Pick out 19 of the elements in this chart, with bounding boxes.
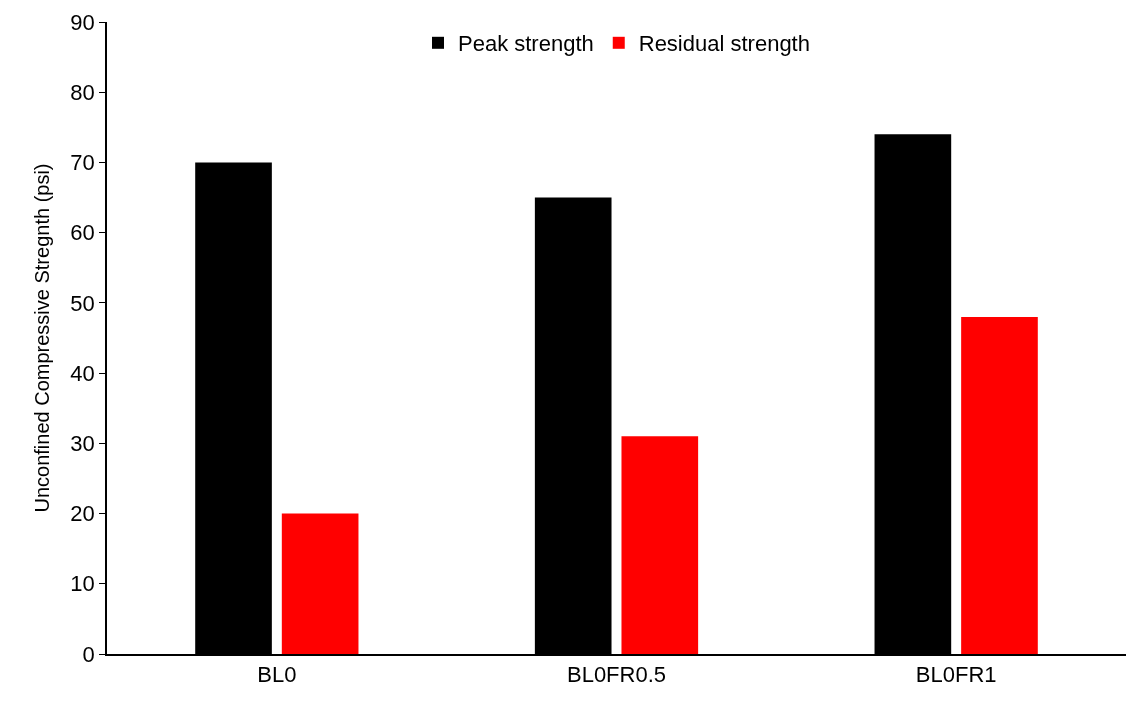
x-tick-label: BL0FR0.5: [566, 662, 667, 688]
y-tick-label: 60: [70, 220, 95, 246]
y-tick-label: 20: [70, 501, 95, 527]
bar: [961, 316, 1038, 654]
y-tick-label: 10: [70, 571, 95, 597]
y-tick-label: 50: [70, 290, 95, 316]
bar: [621, 436, 699, 654]
legend-label: Residual strength: [638, 31, 810, 57]
x-tick-label: BL0: [257, 662, 297, 688]
legend-label: Peak strength: [458, 31, 594, 57]
bar: [281, 513, 359, 654]
y-tick-label: 90: [70, 9, 95, 35]
y-tick-label: 70: [70, 150, 95, 176]
y-tick-label: 0: [82, 641, 95, 667]
y-tick-label: 80: [70, 79, 95, 105]
y-tick-label: 40: [70, 360, 95, 386]
y-tick-label: 30: [70, 431, 95, 457]
y-axis-title: Unconfined Compressive Stregnth (psi): [31, 163, 54, 513]
x-tick-label: BL0FR1: [915, 662, 997, 688]
